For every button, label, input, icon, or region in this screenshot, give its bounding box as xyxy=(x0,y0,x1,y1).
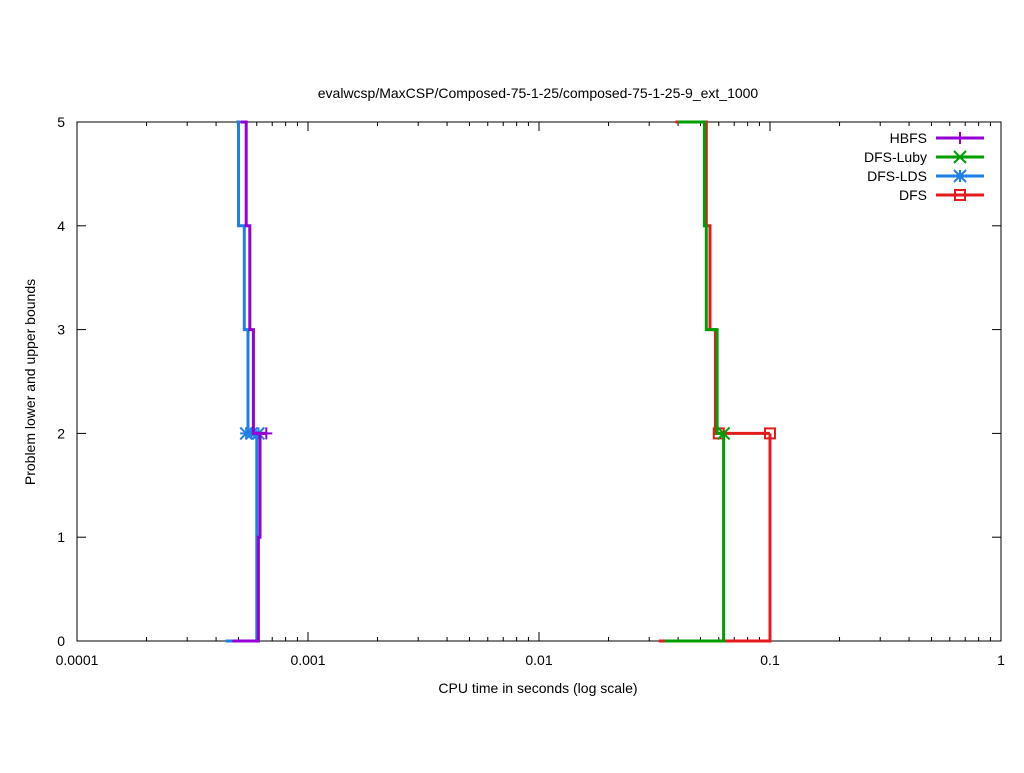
legend-label: DFS xyxy=(899,187,927,203)
legend-label: HBFS xyxy=(890,130,927,146)
legend-marker xyxy=(953,169,967,183)
data-point-dfs-luby xyxy=(716,426,731,441)
marker-stroke xyxy=(954,189,966,201)
data-point-dfs xyxy=(764,427,776,440)
x-tick-label: 1 xyxy=(997,652,1005,668)
series-line-lower-dfs xyxy=(658,433,772,643)
legend-entry-hbfs: HBFS xyxy=(890,130,984,146)
axes: 0 1 2 3 4 5 0.0001 0.001 0.01 0.1 1 xyxy=(56,114,1006,668)
series-layer xyxy=(225,120,776,643)
legend-entry-dfs: DFS xyxy=(899,187,984,203)
y-tick-label: 2 xyxy=(57,425,65,441)
series-line-upper-dfs-lds xyxy=(236,120,259,435)
legend-marker xyxy=(953,150,967,164)
series-line-lower-hbfs xyxy=(232,431,267,643)
marker-stroke xyxy=(716,426,731,441)
y-tick-label: 3 xyxy=(57,322,65,338)
legend-label: DFS-LDS xyxy=(867,168,927,184)
series-line-lower-dfs-lds xyxy=(225,433,259,643)
series-line-lower-dfs-luby xyxy=(664,433,726,643)
plot-frame xyxy=(76,121,1002,642)
x-axis-label: CPU time in seconds (log scale) xyxy=(438,680,637,696)
y-tick-label: 5 xyxy=(57,114,65,130)
y-axis-label: Problem lower and upper bounds xyxy=(22,279,38,485)
series-line-upper-hbfs xyxy=(240,120,267,435)
series-line-upper-dfs xyxy=(675,120,770,435)
legend-entry-dfs-lds: DFS-LDS xyxy=(867,168,984,184)
legend-label: DFS-Luby xyxy=(864,149,927,165)
marker-stroke xyxy=(953,169,967,183)
series-hbfs xyxy=(232,120,273,643)
legend: HBFS DFS-Luby DFS-LDS DFS xyxy=(864,130,984,203)
legend-entry-dfs-luby: DFS-Luby xyxy=(864,149,984,165)
x-tick-label: 0.0001 xyxy=(56,652,99,668)
x-tick-label: 0.01 xyxy=(525,652,552,668)
y-tick-label: 4 xyxy=(57,218,65,234)
legend-marker xyxy=(954,189,966,201)
series-line-upper-dfs-luby xyxy=(678,120,724,435)
x-tick-label: 0.1 xyxy=(760,652,780,668)
marker-stroke xyxy=(953,150,967,164)
x-tick-label: 0.001 xyxy=(290,652,325,668)
data-point-hbfs xyxy=(260,427,273,440)
y-tick-label: 0 xyxy=(57,633,65,649)
y-tick-label: 1 xyxy=(57,529,65,545)
legend-marker xyxy=(954,132,966,144)
marker-stroke xyxy=(764,427,776,440)
chart-title: evalwcsp/MaxCSP/Composed-75-1-25/compose… xyxy=(318,85,759,101)
series-dfs-luby xyxy=(664,120,731,643)
